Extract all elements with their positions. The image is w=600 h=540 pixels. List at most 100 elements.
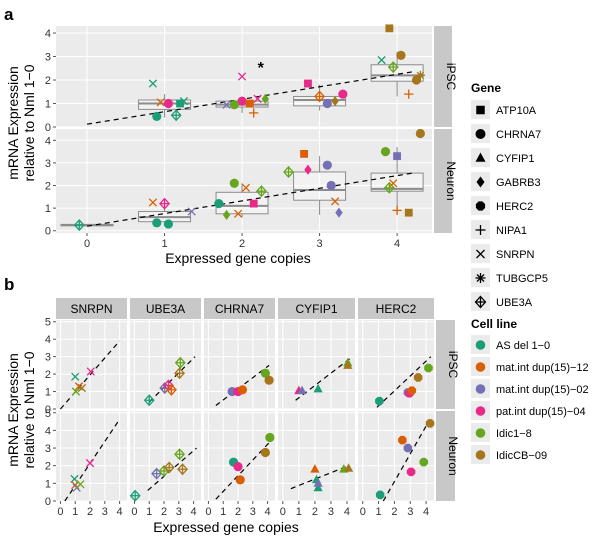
nipa1-legend-symbol (475, 225, 486, 235)
data-point-chrna7 (229, 178, 239, 188)
trend-line (290, 465, 349, 490)
data-point-herc2 (424, 363, 433, 373)
gene-legend-label: ATP10A (496, 105, 537, 117)
data-point-chrna7 (163, 219, 174, 229)
trend-line (382, 423, 429, 502)
row-strip-label: Neuron (446, 436, 460, 475)
panel-a-facet-background (56, 26, 432, 127)
data-point-ube3a (165, 383, 177, 396)
y-tick-label: 5 (45, 317, 51, 329)
cell-line-legend-item-2: mat.int dup(15)−02 (471, 379, 589, 398)
data-point-ube3a (170, 109, 182, 122)
data-point-atp10a (249, 199, 258, 208)
panel-a-facet-background (56, 129, 432, 233)
data-point-snrpn (76, 480, 85, 489)
data-point-cyfip1 (313, 482, 323, 492)
y-tick-label: 2 (45, 181, 51, 193)
x-tick-label: 4 (394, 238, 400, 250)
y-tick-label: 0 (45, 496, 51, 508)
x-tick-label: 3 (102, 506, 108, 518)
gene-legend-item-cyfip1: CYFIP1 (471, 148, 535, 167)
data-point-atp10a (404, 208, 413, 217)
data-point-chrna7 (380, 147, 391, 157)
cell-line-legend-title: Cell line (471, 317, 517, 331)
x-tick-label: 0 (280, 506, 286, 518)
cell-line-swatch-icon (475, 384, 486, 394)
data-point-atp10a (300, 149, 308, 158)
data-point-ube3a (255, 185, 267, 198)
x-tick-label: 1 (146, 506, 152, 518)
gene-legend-label: CYFIP1 (496, 153, 535, 165)
data-point-chrna7 (229, 100, 239, 110)
gene-legend-label: UBE3A (496, 297, 533, 309)
cell-line-legend-label: mat.int dup(15)−02 (496, 384, 589, 396)
data-point-atp10a (176, 99, 184, 108)
gene-legend-label: GABRB3 (496, 177, 541, 189)
trend-line (148, 356, 196, 403)
boxplot-box (293, 171, 347, 201)
cell-line-legend-item-1: mat.int dup(15)−12 (471, 357, 589, 376)
panel-a-chart: 0 1 2 3 4 iPSC * 0 1 2 3 4 Neuron 0 1 2 3 4 (45, 24, 458, 250)
data-point-gabrb3 (335, 207, 343, 218)
x-tick-label: 2 (391, 506, 397, 518)
panel-a-ylabel-line2: relative to Nml 1−0 (21, 64, 37, 181)
data-point-ube3a (314, 90, 326, 103)
data-point-ube3a (383, 181, 395, 194)
x-tick-label: 1 (72, 506, 78, 518)
data-point-cyfip1 (343, 360, 353, 369)
row-strip-neuron (436, 411, 455, 501)
gene-legend-label: NIPA1 (496, 225, 527, 237)
cell-line-legend-item-3: pat.int dup(15)−04 (471, 401, 586, 420)
data-point-snrpn (234, 209, 243, 218)
panel-b-facet-ipsc-chrna7 (204, 320, 275, 410)
column-strip-label: SNRPN (70, 302, 112, 316)
data-point-snrpn (187, 207, 196, 216)
data-point-snrpn (77, 383, 87, 393)
snrpn-legend-symbol (476, 249, 485, 259)
x-tick-label: 2 (161, 506, 167, 518)
data-point-chrna7 (338, 89, 348, 99)
trend-line (59, 340, 121, 410)
y-tick-label: 3 (45, 52, 51, 64)
gene-legend-item-snrpn: SNRPN (471, 244, 535, 263)
y-tick-label: 1 (45, 203, 51, 215)
x-tick-label: 2 (239, 238, 245, 250)
gene-legend-label: SNRPN (496, 249, 535, 261)
row-strip-label: iPSC (446, 351, 460, 379)
data-point-herc2 (407, 386, 417, 395)
data-point-ube3a (73, 219, 85, 232)
facet-background (130, 411, 201, 501)
x-tick-label: 3 (317, 238, 323, 250)
data-point-chrna7 (264, 375, 274, 385)
gene-legend: Gene ATP10A CHRNA7 CYFIP1 GABRB3 HERC2 NIPA1 S… (471, 81, 548, 311)
data-point-chrna7 (265, 432, 275, 443)
data-point-snrpn (85, 458, 95, 468)
data-point-ube3a (174, 448, 186, 461)
data-point-chrna7 (396, 50, 406, 60)
cell-line-legend-label: Idic1−8 (496, 428, 532, 440)
x-tick-label: 0 (131, 506, 137, 518)
cell-line-legend-label: pat.int dup(15)−04 (496, 406, 586, 418)
gabrb3-legend-symbol (476, 176, 485, 188)
facet-background (278, 320, 355, 409)
data-point-herc2 (375, 396, 384, 406)
data-point-snrpn (156, 98, 165, 107)
column-strip-ube3a (130, 298, 201, 319)
panel-b-facet-ipsc-ube3a (130, 320, 201, 410)
panel-a-ylabel: mRNA Expression relative to Nml 1−0 (5, 64, 37, 181)
gene-legend-item-herc2: HERC2 (471, 196, 533, 215)
x-tick-label: 2 (312, 506, 318, 518)
column-strip-label: CYFIP1 (295, 302, 337, 316)
panel-b-facet-ipsc-cyfip1 (278, 320, 355, 410)
data-point-snrpn (71, 387, 81, 396)
data-point-ube3a (143, 394, 155, 407)
data-point-gabrb3 (304, 164, 312, 175)
x-tick-label: 2 (235, 506, 241, 518)
column-strip-herc2 (358, 298, 434, 319)
data-point-herc2 (419, 457, 428, 467)
data-point-ube3a (177, 463, 188, 476)
